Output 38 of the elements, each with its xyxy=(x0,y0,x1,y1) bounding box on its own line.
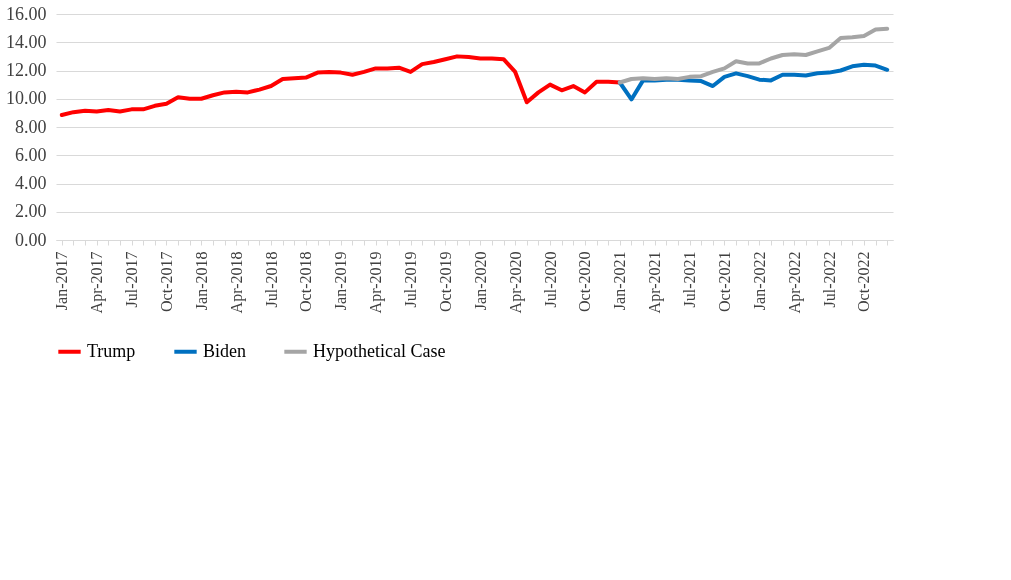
x-tick-label: Jul-2017 xyxy=(123,251,141,308)
y-tick-label: 0.00 xyxy=(15,229,47,250)
x-tick-label: Apr-2021 xyxy=(646,251,665,314)
x-tick-label: Jul-2022 xyxy=(820,251,838,308)
x-tick-label: Apr-2019 xyxy=(367,251,386,314)
x-tick-label: Jul-2020 xyxy=(541,251,559,308)
x-tick-label: Jan-2021 xyxy=(611,251,629,311)
x-tick-label: Jul-2019 xyxy=(402,251,420,308)
x-tick-label: Apr-2018 xyxy=(227,251,246,314)
x-tick-label: Jan-2022 xyxy=(750,251,768,311)
line-series xyxy=(59,54,622,117)
y-tick-label: 12.00 xyxy=(6,60,47,80)
x-tick-label: Jan-2019 xyxy=(332,251,350,311)
x-tick-label: Apr-2017 xyxy=(88,251,107,314)
x-tick-label: Oct-2021 xyxy=(715,251,733,312)
line-series xyxy=(617,26,890,85)
y-tick-label: 8.00 xyxy=(15,116,47,137)
y-tick-label: 16.00 xyxy=(6,3,47,24)
x-tick-label: Oct-2018 xyxy=(297,251,315,312)
x-tick-label: Apr-2020 xyxy=(506,251,525,314)
x-tick-label: Oct-2019 xyxy=(436,251,454,312)
legend-label: Trump xyxy=(87,340,136,361)
x-tick-label: Oct-2022 xyxy=(855,251,873,312)
x-tick-label: Jul-2018 xyxy=(262,251,280,308)
x-tick-label: Oct-2017 xyxy=(157,251,175,312)
legend-label: Biden xyxy=(203,340,246,361)
x-tick-label: Jul-2021 xyxy=(681,251,699,308)
y-tick-label: 10.00 xyxy=(6,88,47,109)
y-tick-label: 2.00 xyxy=(15,201,47,222)
x-tick-label: Jan-2017 xyxy=(53,251,71,311)
y-tick-label: 6.00 xyxy=(15,144,47,165)
x-tick-label: Apr-2022 xyxy=(785,251,804,314)
x-tick-label: Jan-2020 xyxy=(471,251,489,311)
y-tick-label: 14.00 xyxy=(6,31,47,52)
y-tick-label: 4.00 xyxy=(15,173,47,193)
x-tick-label: Oct-2020 xyxy=(576,251,594,312)
legend-label: Hypothetical Case xyxy=(313,340,446,361)
x-tick-label: Jan-2018 xyxy=(192,251,210,311)
